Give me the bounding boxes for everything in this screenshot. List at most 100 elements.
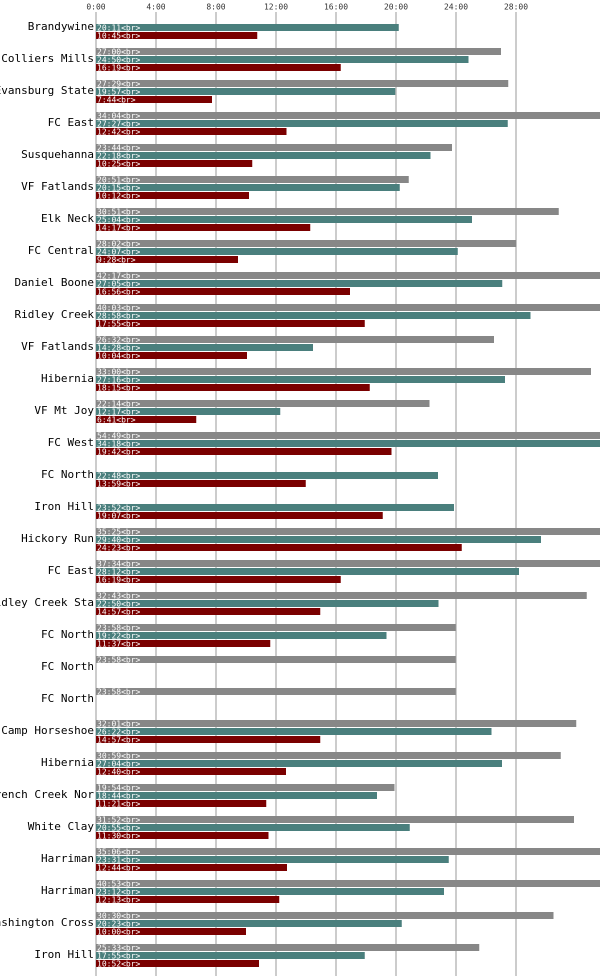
value-label: 27:05<br>: [97, 280, 141, 289]
bar: [96, 48, 501, 55]
bar: [96, 384, 370, 391]
bar: [96, 344, 313, 351]
value-label: 27:27<br>: [97, 120, 141, 129]
value-label: 20:55<br>: [97, 824, 141, 833]
value-label: 13:59<br>: [97, 480, 141, 489]
value-label: 25:04<br>: [97, 216, 141, 225]
value-label: 27:00<br>: [97, 48, 141, 57]
bar: [96, 152, 431, 159]
category-label: Susquehanna: [21, 148, 94, 161]
value-label: 26:22<br>: [97, 728, 141, 737]
value-label: 14:17<br>: [97, 224, 141, 233]
category-label: Harriman: [41, 884, 94, 897]
bar: [96, 608, 321, 615]
value-label: 22:18<br>: [97, 152, 141, 161]
bar: [96, 112, 600, 119]
bar: [96, 560, 600, 567]
bar: [96, 856, 449, 863]
value-label: 40:03<br>: [97, 304, 141, 313]
bar: [96, 248, 458, 255]
category-label: VF Fatlands: [21, 340, 94, 353]
bar: [96, 888, 444, 895]
value-label: 17:55<br>: [97, 952, 141, 961]
bar: [96, 896, 280, 903]
value-label: 10:52<br>: [97, 960, 141, 969]
value-label: 42:17<br>: [97, 272, 141, 281]
bar: [96, 416, 197, 423]
value-label: 12:42<br>: [97, 128, 141, 137]
value-label: 11:21<br>: [97, 800, 141, 809]
value-label: 23:44<br>: [97, 144, 141, 153]
category-label: VF Fatlands: [21, 180, 94, 193]
value-label: 35:06<br>: [97, 848, 141, 857]
bar: [96, 120, 508, 127]
bar: [96, 400, 430, 407]
value-label: 20:23<br>: [97, 920, 141, 929]
bar: [96, 208, 559, 215]
value-label: 54:49<br>: [97, 432, 141, 441]
value-label: 11:37<br>: [97, 640, 141, 649]
bar: [96, 408, 281, 415]
category-label: Colliers Mills: [1, 52, 94, 65]
value-label: 12:13<br>: [97, 896, 141, 905]
bar: [96, 528, 600, 535]
bar: [96, 352, 247, 359]
category-label: French Creek Nor: [0, 788, 94, 801]
category-label: Camp Horseshoe: [1, 724, 94, 737]
bar: [96, 912, 554, 919]
value-label: 12:17<br>: [97, 408, 141, 417]
value-label: 27:04<br>: [97, 760, 141, 769]
bar: [96, 960, 259, 967]
value-label: 9:28<br>: [97, 256, 136, 265]
bar: [96, 920, 402, 927]
category-label: Evansburg State: [0, 84, 94, 97]
bar: [96, 24, 399, 31]
bar: [96, 224, 311, 231]
value-label: 28:58<br>: [97, 312, 141, 321]
value-label: 10:25<br>: [97, 160, 141, 169]
category-label: Harriman: [41, 852, 94, 865]
bar: [96, 272, 600, 279]
value-label: 33:00<br>: [97, 368, 141, 377]
bar: [96, 440, 600, 447]
value-label: 23:58<br>: [97, 656, 141, 665]
bar: [96, 280, 503, 287]
value-label: 20:15<br>: [97, 184, 141, 193]
value-label: 22:14<br>: [97, 400, 141, 409]
value-label: 23:12<br>: [97, 888, 141, 897]
bar: [96, 720, 577, 727]
bar: [96, 656, 456, 663]
category-label: FC East: [48, 116, 94, 129]
category-label: Hibernia: [41, 756, 94, 769]
value-label: 31:52<br>: [97, 816, 141, 825]
value-label: 18:44<br>: [97, 792, 141, 801]
value-label: 32:01<br>: [97, 720, 141, 729]
value-label: 10:00<br>: [97, 928, 141, 937]
bar: [96, 56, 469, 63]
value-label: 19:42<br>: [97, 448, 141, 457]
category-label: FC North: [41, 468, 94, 481]
bar: [96, 184, 400, 191]
value-label: 23:58<br>: [97, 624, 141, 633]
value-label: 12:40<br>: [97, 768, 141, 777]
bar: [96, 736, 321, 743]
bar: [96, 792, 377, 799]
x-tick-label: 24:00: [444, 3, 468, 12]
bar: [96, 632, 387, 639]
value-label: 25:33<br>: [97, 944, 141, 953]
category-label: Hickory Run: [21, 532, 94, 545]
category-label: Washington Cross: [0, 916, 94, 929]
bar: [96, 944, 480, 951]
value-label: 23:58<br>: [97, 688, 141, 697]
value-label: 29:40<br>: [97, 536, 141, 545]
category-label: FC East: [48, 564, 94, 577]
bar: [96, 336, 494, 343]
value-label: 6:41<br>: [97, 416, 136, 425]
bar: [96, 160, 253, 167]
bar: [96, 880, 600, 887]
bar: [96, 848, 600, 855]
category-label: Elk Neck: [41, 212, 94, 225]
bar: [96, 240, 517, 247]
bar: [96, 832, 269, 839]
x-tick-label: 16:00: [324, 3, 348, 12]
